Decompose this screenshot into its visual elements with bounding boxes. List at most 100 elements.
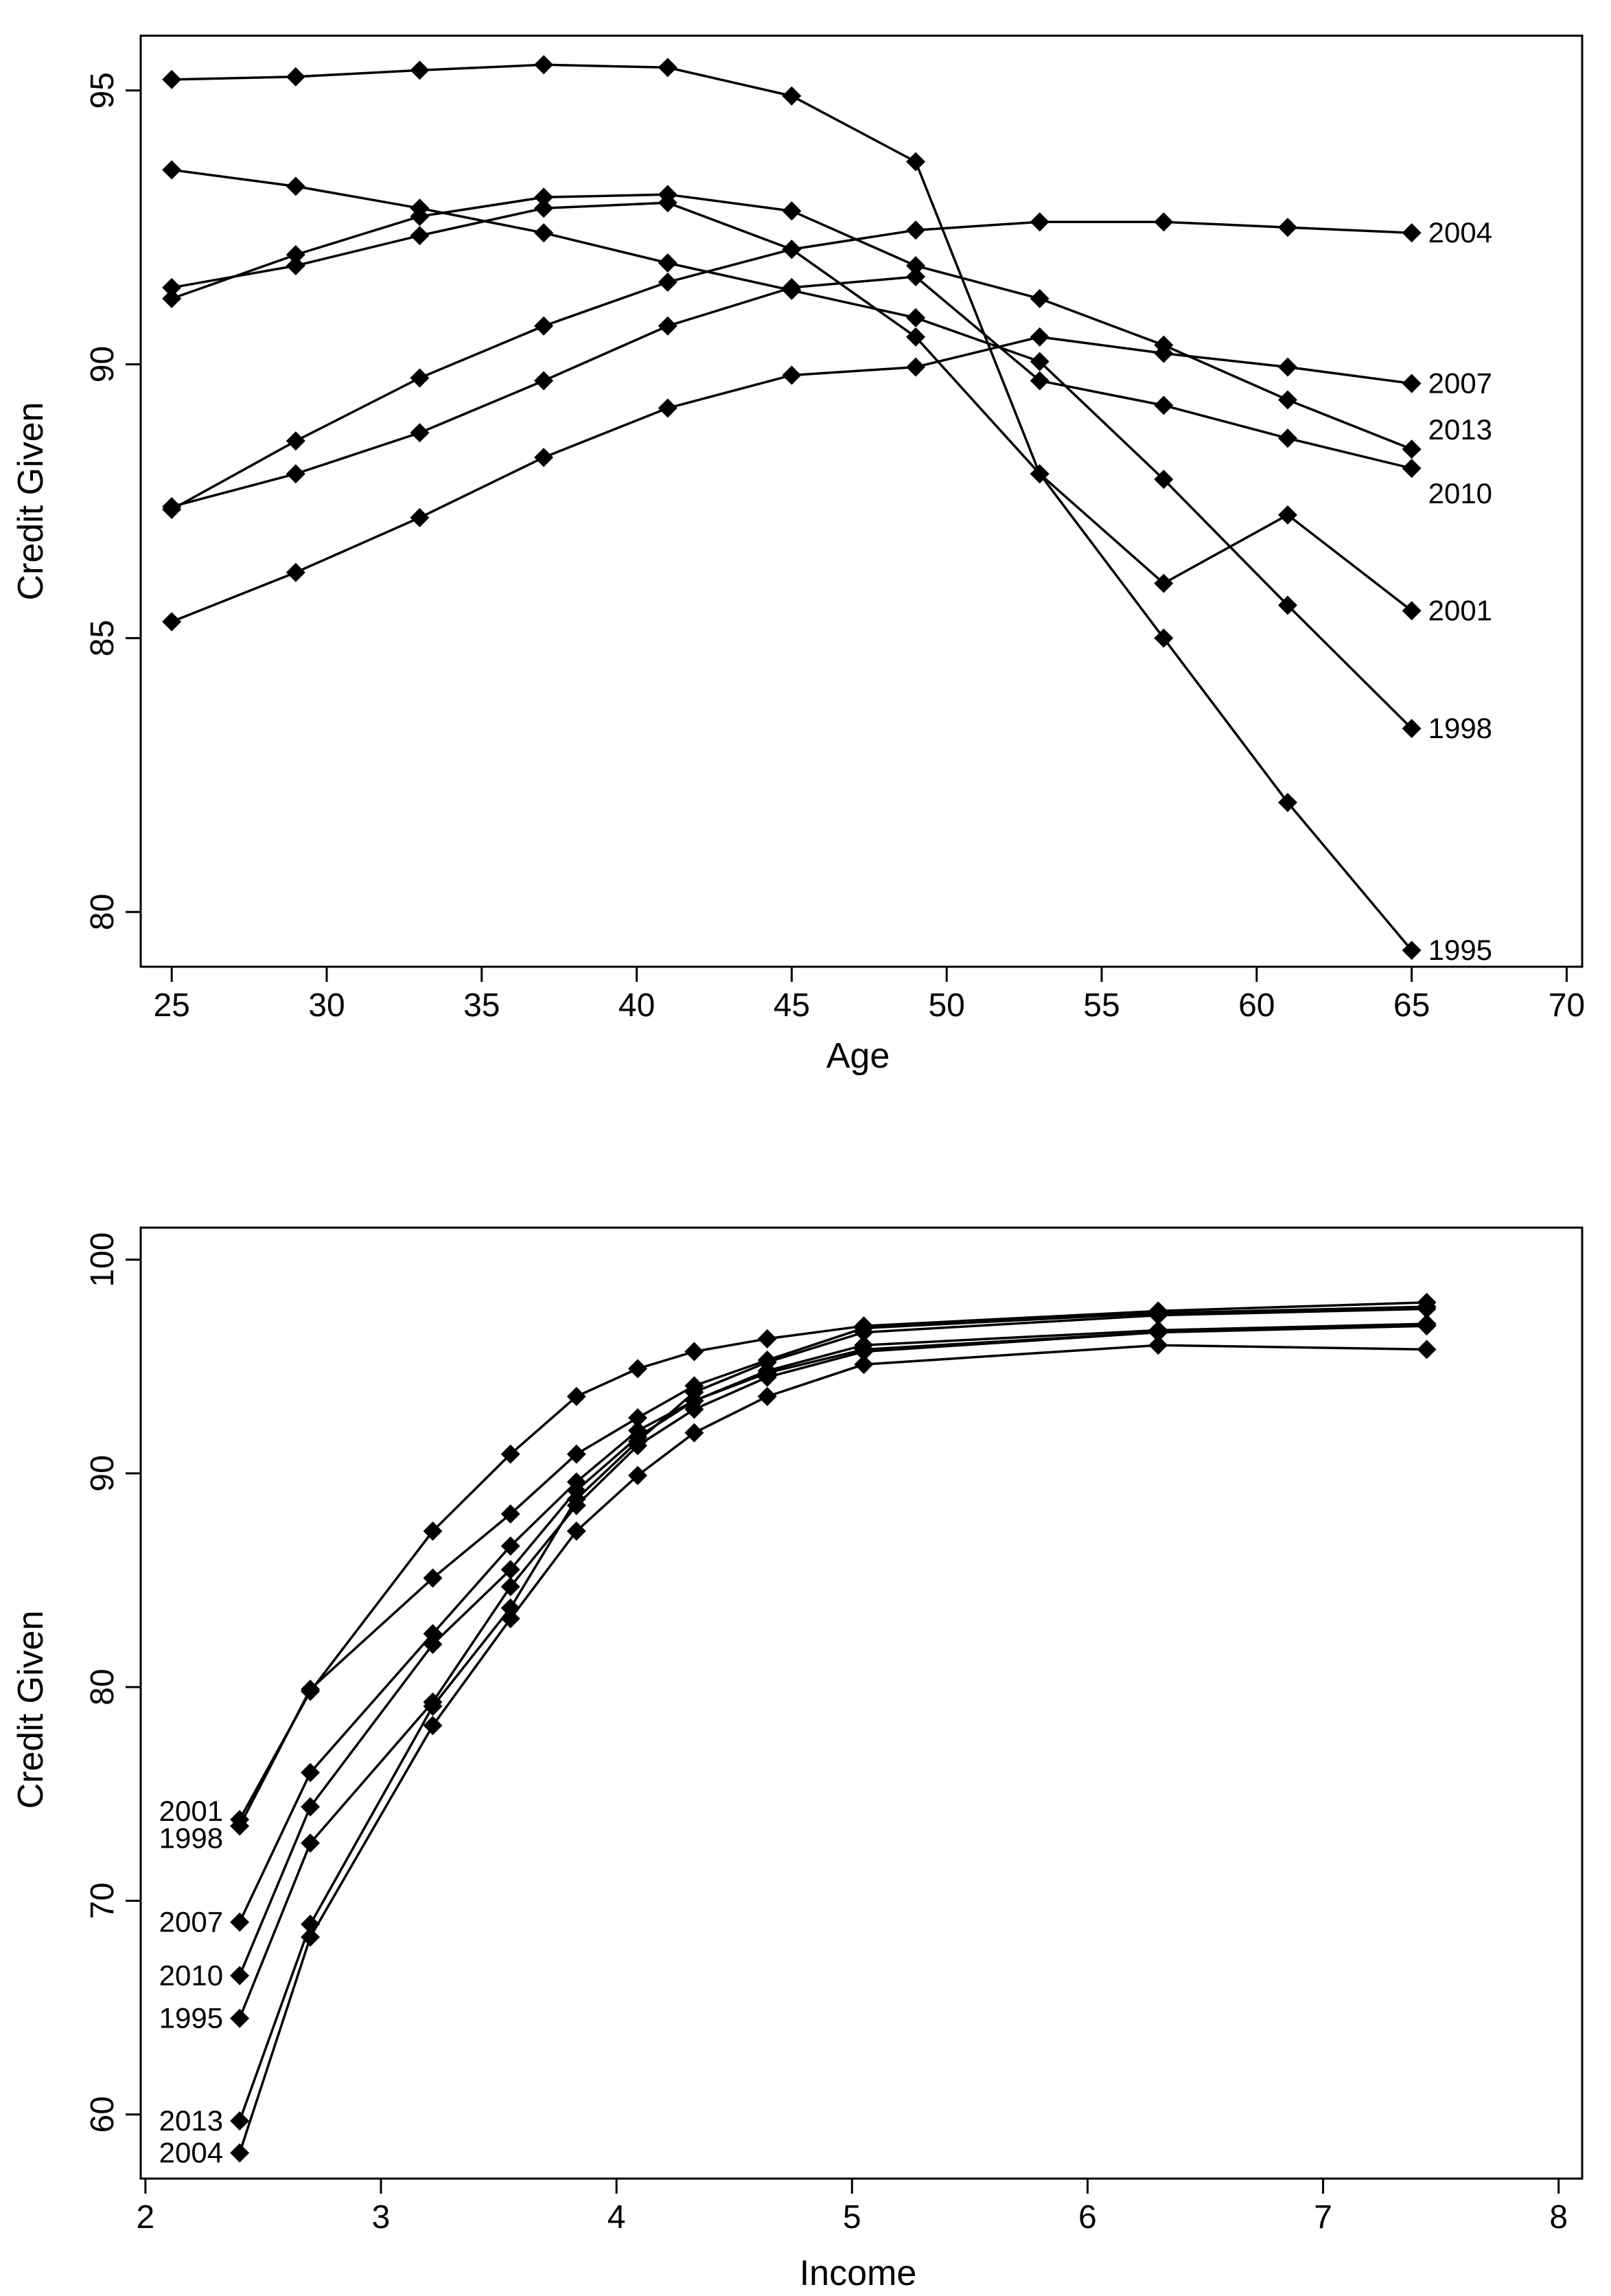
data-point-2004 — [230, 2143, 250, 2163]
x-tick-label: 5 — [843, 2199, 861, 2236]
data-point-1998 — [286, 176, 305, 196]
series-label-2007: 2007 — [159, 1906, 223, 1938]
series-label-2004: 2004 — [159, 2137, 223, 2169]
data-point-2007 — [1402, 374, 1422, 393]
data-point-2001 — [628, 1359, 648, 1379]
data-point-1995 — [684, 1399, 704, 1419]
data-point-2001 — [1402, 601, 1422, 621]
income-chart-panel: 2 3 4 5 6 7 8 60 70 80 90 100 Income Credit Given 2001… — [11, 1226, 1584, 2293]
data-point-2013 — [423, 1697, 443, 1717]
x-tick-label: 30 — [308, 987, 345, 1024]
data-point-2004 — [757, 1386, 777, 1406]
data-point-2007 — [500, 1536, 520, 1556]
data-point-2013 — [566, 1489, 586, 1509]
data-point-1995 — [1154, 628, 1174, 648]
data-point-2001 — [906, 327, 926, 347]
x-tick-label: 55 — [1083, 987, 1120, 1024]
data-point-2004 — [854, 1355, 874, 1375]
data-point-2013 — [230, 2111, 250, 2131]
y-tick-label: 85 — [84, 620, 121, 656]
data-point-2013 — [1148, 1305, 1168, 1325]
data-point-2007 — [301, 1763, 321, 1782]
data-point-2004 — [1402, 223, 1422, 243]
data-point-2001 — [534, 198, 554, 218]
series-label-2007: 2007 — [1428, 367, 1492, 400]
data-point-2004 — [566, 1521, 586, 1541]
series-label-1998: 1998 — [1428, 712, 1492, 744]
data-point-2013 — [906, 256, 926, 276]
data-point-1995 — [782, 86, 802, 106]
plot-frame — [139, 34, 1584, 968]
y-tick-label: 95 — [84, 72, 121, 108]
x-tick-label: 70 — [1549, 987, 1585, 1024]
data-point-2007 — [906, 357, 926, 377]
x-tick-label: 2 — [137, 2199, 155, 2236]
data-point-1998 — [1402, 719, 1422, 739]
data-point-2004 — [534, 316, 554, 336]
series-label-2013: 2013 — [1428, 413, 1492, 446]
data-point-2010 — [1402, 459, 1422, 479]
data-point-2007 — [782, 365, 802, 385]
data-point-2013 — [854, 1322, 874, 1342]
x-tick-label: 3 — [372, 2199, 391, 2236]
data-point-1998 — [500, 1504, 520, 1524]
y-tick-label: 60 — [84, 2096, 121, 2133]
x-tick-label: 60 — [1238, 987, 1275, 1024]
age-chart-panel: 25 30 35 40 45 50 55 60 65 70 80 85 90 95 Age Credit Gi… — [11, 34, 1585, 1076]
x-tick-label: 40 — [618, 987, 655, 1024]
data-point-1998 — [1154, 470, 1174, 490]
data-point-2010 — [1030, 371, 1050, 391]
x-tick-label: 65 — [1393, 987, 1430, 1024]
data-point-1995 — [286, 67, 305, 87]
data-point-2013 — [684, 1382, 704, 1402]
data-point-2004 — [658, 272, 677, 292]
y-axis-title: Credit Given — [11, 1611, 51, 1809]
data-point-2010 — [1277, 428, 1297, 448]
data-point-2004 — [906, 220, 926, 240]
data-point-1995 — [658, 58, 677, 78]
data-point-1998 — [1277, 595, 1297, 615]
data-point-2013 — [628, 1432, 648, 1451]
y-axis-title: Credit Given — [11, 402, 51, 601]
data-point-1998 — [1030, 352, 1050, 371]
series-label-2013: 2013 — [159, 2104, 223, 2137]
data-point-2013 — [410, 207, 430, 227]
data-point-2010 — [534, 371, 554, 391]
data-point-1998 — [230, 1816, 250, 1836]
data-point-1995 — [500, 1576, 520, 1596]
series-line-2013 — [238, 1307, 1427, 2122]
series-line-1998 — [238, 1305, 1427, 1827]
data-point-2013 — [1277, 390, 1297, 410]
series-label-1998: 1998 — [159, 1822, 223, 1854]
data-point-2004 — [628, 1466, 648, 1486]
series-line-2001 — [171, 201, 1413, 612]
data-point-2001 — [500, 1444, 520, 1464]
data-point-1995 — [301, 1833, 321, 1853]
data-point-1995 — [534, 55, 554, 75]
data-point-2001 — [410, 226, 430, 246]
data-point-2013 — [1417, 1299, 1437, 1319]
y-tick-label: 80 — [84, 1668, 121, 1705]
data-point-2013 — [162, 288, 182, 308]
data-point-2013 — [1402, 439, 1422, 459]
x-tick-label: 25 — [153, 987, 189, 1024]
x-axis-title: Income — [800, 2253, 917, 2293]
data-point-2001 — [162, 277, 182, 297]
series-line-2001 — [238, 1301, 1427, 1820]
data-point-1998 — [906, 308, 926, 328]
data-point-2004 — [1154, 212, 1174, 232]
data-point-2010 — [782, 277, 802, 297]
data-point-2013 — [757, 1353, 777, 1373]
data-point-2007 — [534, 448, 554, 468]
data-point-2004 — [423, 1716, 443, 1736]
data-point-1995 — [906, 152, 926, 172]
data-point-1995 — [1402, 941, 1422, 961]
data-point-2007 — [162, 612, 182, 632]
series-label-2001: 2001 — [1428, 595, 1492, 627]
data-point-2001 — [757, 1329, 777, 1348]
data-point-2010 — [500, 1559, 520, 1579]
data-point-2004 — [782, 240, 802, 260]
x-tick-label: 35 — [463, 987, 500, 1024]
x-tick-label: 6 — [1078, 2199, 1097, 2236]
